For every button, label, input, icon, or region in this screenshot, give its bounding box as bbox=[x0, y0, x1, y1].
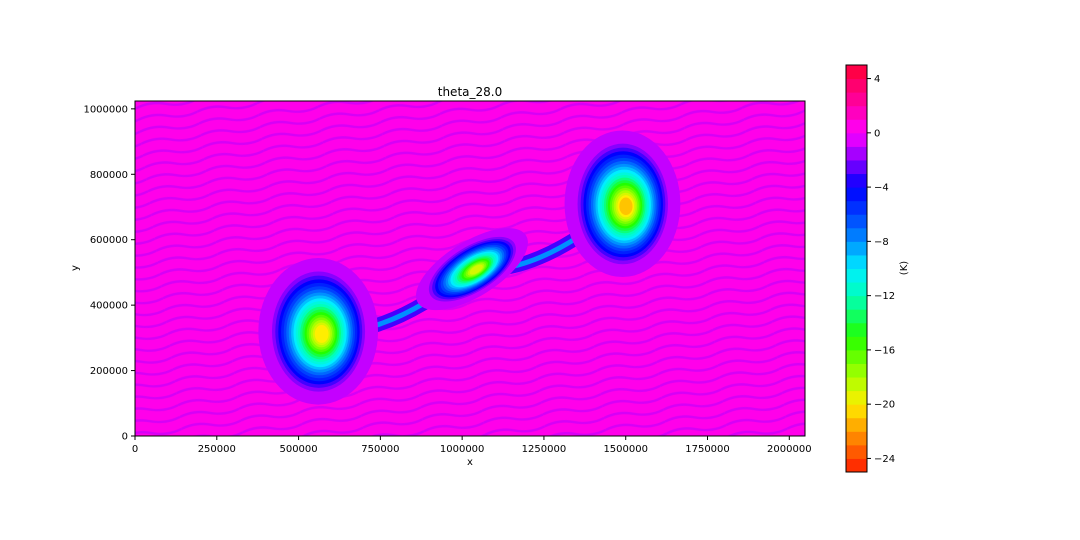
center-blob bbox=[416, 228, 528, 311]
colorbar-band bbox=[846, 132, 867, 147]
colorbar-tick-label: −20 bbox=[874, 400, 895, 411]
colorbar-ticks: 4 0 −4 −8 −12 −16 −20 −24 bbox=[867, 74, 895, 465]
y-tick-label: 1000000 bbox=[83, 104, 128, 115]
y-axis: 0 200000 400000 600000 800000 1000000 bbox=[83, 104, 135, 443]
colorbar-band bbox=[846, 363, 867, 378]
colorbar-band bbox=[846, 159, 867, 175]
colorbar-bands bbox=[846, 65, 867, 473]
chart-title: theta_28.0 bbox=[438, 85, 502, 99]
colorbar-band bbox=[846, 119, 867, 134]
colorbar-band bbox=[846, 200, 867, 215]
colorbar-band bbox=[846, 65, 867, 80]
x-tick-label: 1000000 bbox=[440, 444, 485, 455]
y-axis-label: y bbox=[70, 265, 81, 271]
colorbar-band bbox=[846, 214, 867, 229]
y-tick-label: 0 bbox=[122, 432, 128, 443]
colorbar-tick-label: 0 bbox=[874, 128, 880, 139]
colorbar-band bbox=[846, 146, 867, 161]
colorbar-tick-label: 4 bbox=[874, 74, 880, 85]
x-tick-label: 1500000 bbox=[603, 444, 648, 455]
y-tick-label: 600000 bbox=[90, 235, 128, 246]
colorbar-tick-label: −8 bbox=[874, 237, 889, 248]
colorbar-band bbox=[846, 417, 867, 432]
colorbar-band bbox=[846, 349, 867, 364]
x-axis: 0 250000 500000 750000 1000000 1250000 1500000… bbox=[132, 436, 812, 455]
colorbar-band bbox=[846, 458, 867, 473]
chart-title-text: theta_28.0 bbox=[438, 85, 502, 99]
field-features bbox=[258, 130, 681, 405]
colorbar-band bbox=[846, 336, 867, 351]
colorbar-frame bbox=[845, 64, 868, 473]
colorbar-tick-label: −12 bbox=[874, 291, 895, 302]
colorbar-band bbox=[846, 295, 867, 310]
x-tick-label: 1250000 bbox=[522, 444, 567, 455]
plot-frame bbox=[134, 100, 806, 437]
x-tick-label: 0 bbox=[132, 444, 138, 455]
colorbar-band bbox=[846, 404, 867, 419]
colorbar-band bbox=[846, 444, 867, 459]
colorbar-band bbox=[846, 105, 867, 120]
right-vortex bbox=[564, 130, 681, 278]
colorbar-band bbox=[846, 187, 867, 202]
x-tick-label: 1750000 bbox=[685, 444, 730, 455]
colorbar-band bbox=[846, 254, 867, 269]
colorbar-band bbox=[846, 431, 867, 446]
colorbar-band bbox=[846, 227, 867, 242]
plot-area bbox=[135, 101, 805, 436]
x-tick-label: 500000 bbox=[279, 444, 317, 455]
x-tick-label: 750000 bbox=[361, 444, 399, 455]
colorbar-band bbox=[846, 390, 867, 405]
x-axis-label: x bbox=[467, 457, 473, 468]
colorbar-band bbox=[846, 241, 867, 256]
x-tick-label: 2000000 bbox=[767, 444, 812, 455]
y-tick-label: 400000 bbox=[90, 301, 128, 312]
colorbar: 4 0 −4 −8 −12 −16 −20 −24 (K) bbox=[845, 64, 910, 473]
left-vortex bbox=[258, 258, 379, 405]
colorbar-tick-label: −16 bbox=[874, 345, 895, 356]
colorbar-tick-label: −24 bbox=[874, 454, 895, 465]
contour-level bbox=[469, 264, 483, 275]
x-tick-label: 250000 bbox=[198, 444, 236, 455]
colorbar-band bbox=[846, 377, 867, 392]
colorbar-band bbox=[846, 309, 867, 324]
contour-level bbox=[314, 324, 329, 343]
contour-level bbox=[619, 197, 633, 216]
colorbar-band bbox=[846, 173, 867, 188]
colorbar-tick-label: −4 bbox=[874, 183, 889, 194]
colorbar-band bbox=[846, 282, 867, 297]
colorbar-band bbox=[846, 78, 867, 93]
colorbar-band bbox=[846, 322, 867, 337]
y-tick-label: 200000 bbox=[90, 366, 128, 377]
y-tick-label: 800000 bbox=[90, 170, 128, 181]
colorbar-label: (K) bbox=[899, 261, 910, 275]
colorbar-band bbox=[846, 92, 867, 107]
colorbar-band bbox=[846, 268, 867, 283]
